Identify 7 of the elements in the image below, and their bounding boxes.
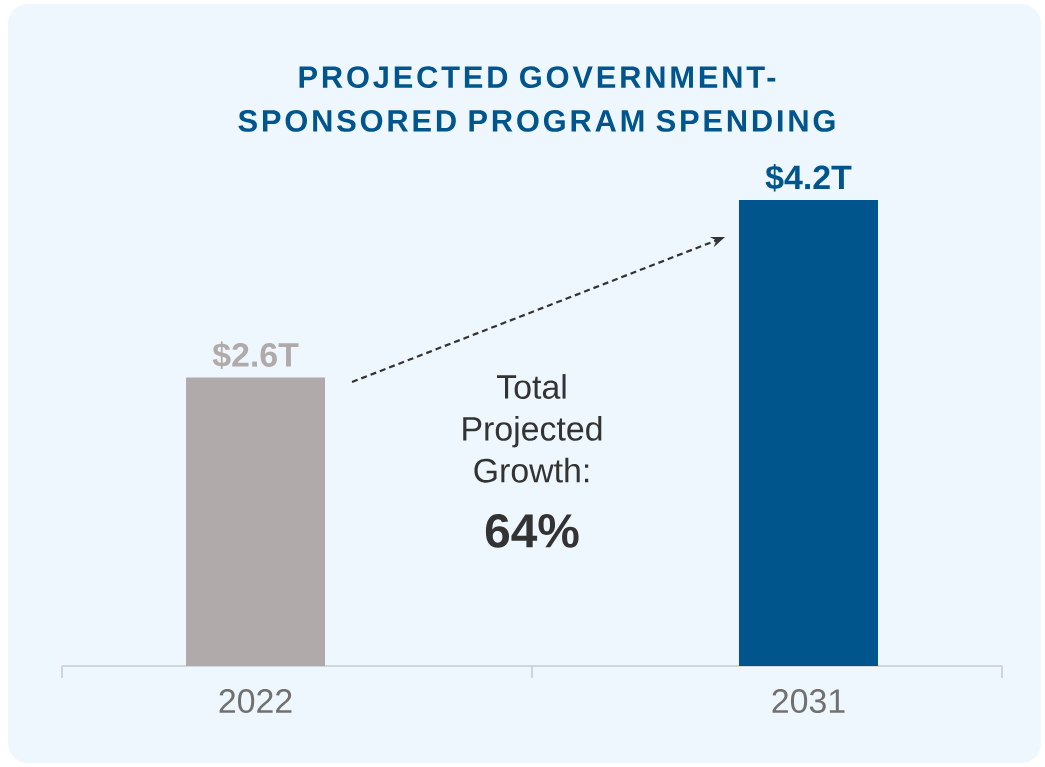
chart-title: PROJECTED GOVERNMENT-SPONSORED PROGRAM SPENDING [238, 66, 835, 132]
x-tick-label: 2022 [219, 689, 292, 714]
annotation: Total Projected Growth: [463, 374, 602, 483]
x-tick-label: 2031 [772, 689, 845, 714]
data-label: $2.6T [212, 341, 299, 370]
data-label: $4.2T [765, 163, 852, 192]
annotation: 64% [485, 513, 579, 548]
